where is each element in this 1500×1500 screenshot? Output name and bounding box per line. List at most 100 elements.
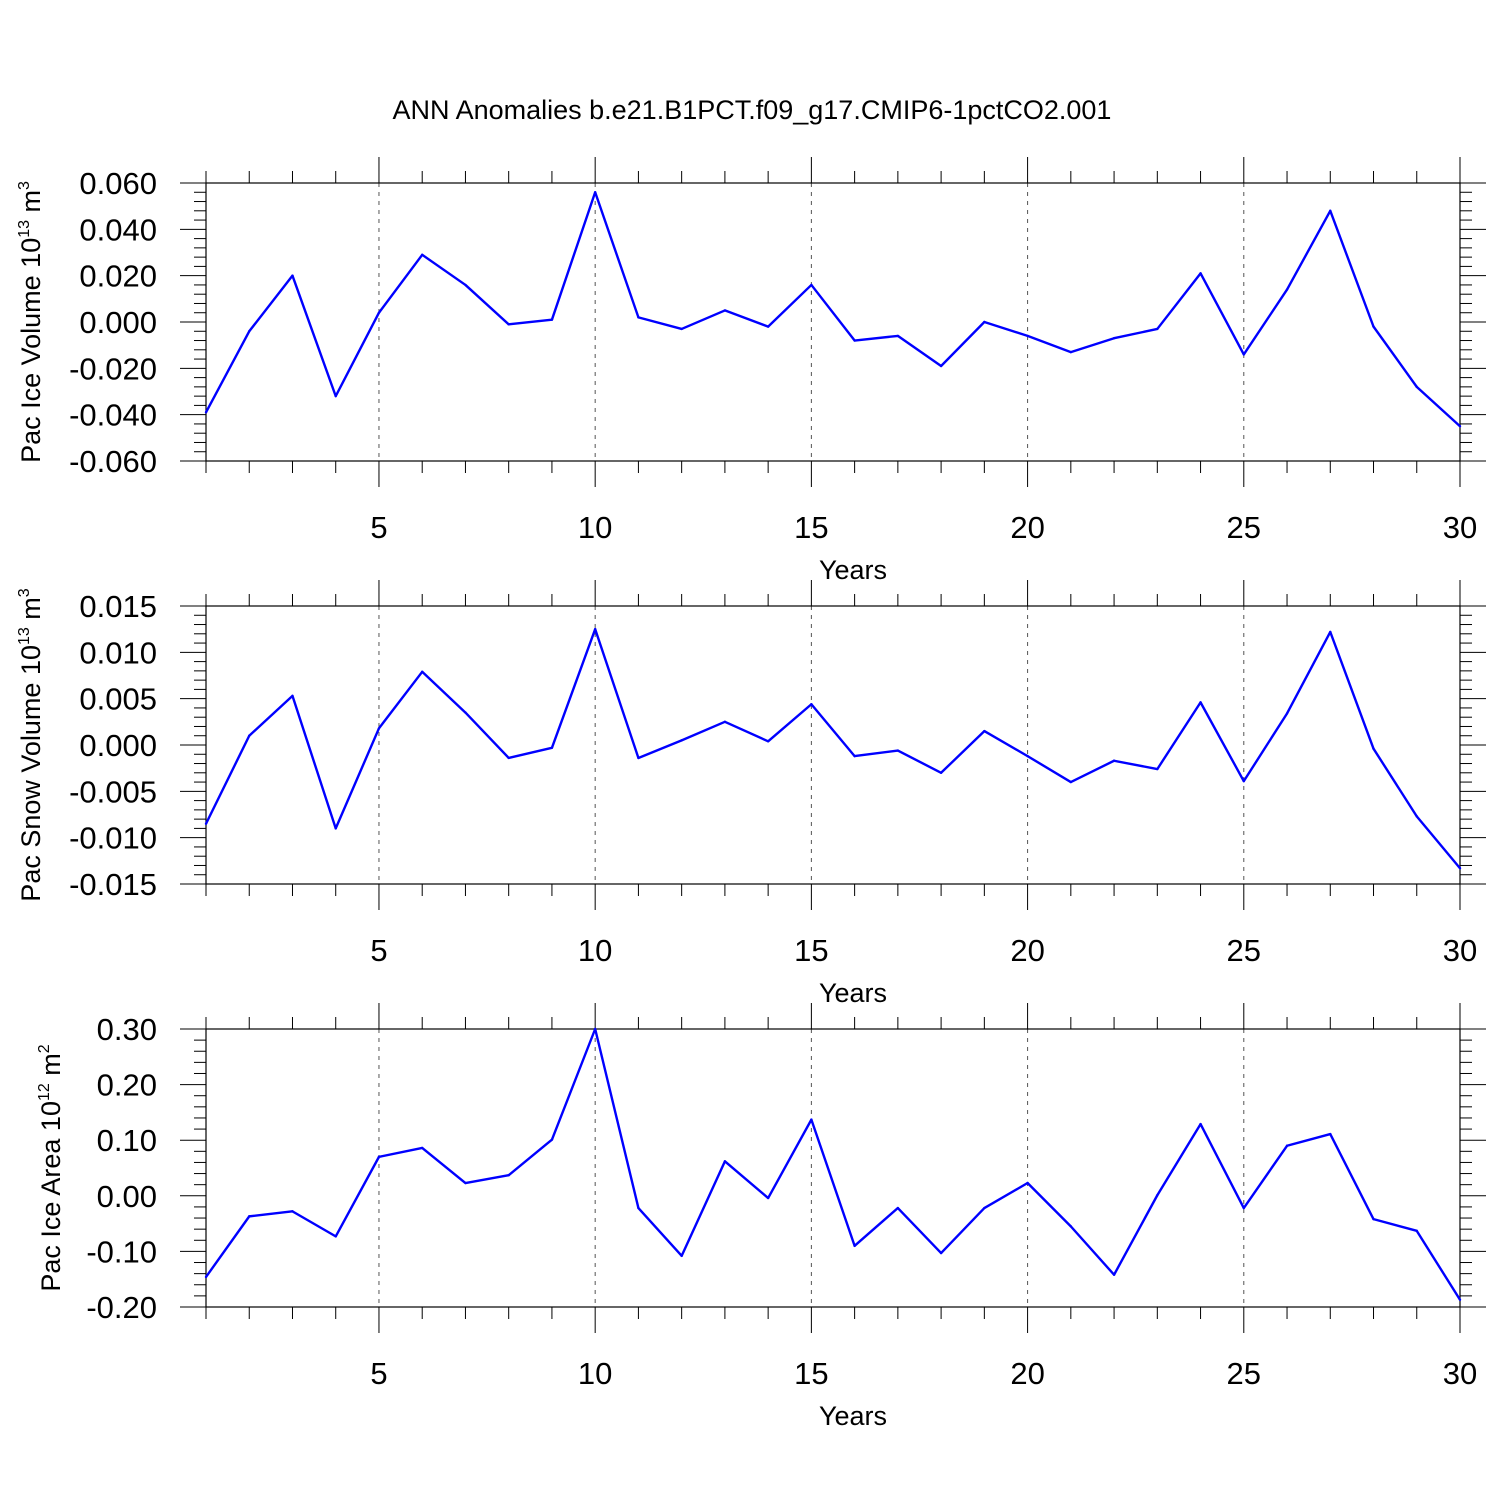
snow-volume-data-point [723,720,727,724]
ice-volume-x-tick-label: 20 [1010,510,1044,545]
ice-area-data-point [810,1118,813,1121]
ice-area-data-point [334,1235,337,1238]
ice-volume-x-axis-title: Years [819,555,887,585]
snow-volume-data-point [507,756,510,760]
snow-volume-x-tick-label: 25 [1227,933,1261,968]
ice-volume-data-point [1112,337,1116,340]
snow-volume-data-point [1458,867,1462,870]
snow-volume-x-tick-label: 20 [1010,933,1044,968]
ice-area-data-point [853,1244,856,1248]
ice-area-x-tick-label: 5 [370,1356,387,1391]
ice-area-data-point [1372,1217,1375,1221]
ice-area-y-tick-label: -0.20 [86,1290,157,1325]
ice-volume-x-tick-label: 30 [1443,510,1477,545]
ice-area-data-point [1242,1206,1245,1210]
ice-area-data-point [377,1155,381,1159]
snow-volume-data-point [1415,815,1418,818]
ice-area-data-point [593,1027,597,1031]
ice-area-data-point [291,1210,294,1213]
ice-area-data-point [680,1254,683,1258]
ice-volume-series-line [204,191,1461,428]
ice-volume-data-point [377,311,381,314]
ice-volume-y-tick-label: -0.040 [69,398,157,433]
snow-volume-data-point [1112,759,1116,762]
ice-volume-y-tick-label: 0.040 [79,212,157,247]
ice-area-x-tick-label: 25 [1227,1356,1261,1391]
ice-volume-x-tick-label: 15 [794,510,828,545]
ice-area-data-point [1199,1122,1202,1126]
ice-area-x-tick-label: 20 [1010,1356,1044,1391]
ice-volume-y-tick-label: 0.020 [79,259,157,294]
snow-volume-data-point [1372,747,1375,750]
ice-area-x-axis-title: Years [819,1401,887,1431]
ice-area-data-point [204,1275,208,1279]
ice-volume-data-point [983,320,986,324]
ice-volume-x-tick-label: 25 [1227,510,1261,545]
ice-volume-data-point [853,339,856,342]
ice-area-data-point [1156,1194,1159,1197]
ice-area-series-line [205,1027,1462,1301]
ice-volume-data-point [1285,288,1289,291]
ice-volume-data-point [939,364,943,368]
ice-area-y-tick-label: 0.10 [97,1123,157,1158]
ice-area-y-tick-label: 0.20 [97,1068,157,1103]
ice-area-data-point [637,1206,640,1210]
panel-snow-volume: 5 10 15 20 25 30 0.015 0.010 0.005 0.000 -0.005 -0.… [16,580,1486,1008]
ice-area-data-point [723,1160,727,1163]
ice-area-data-point [983,1206,986,1210]
snow-volume-y-tick-label: 0.000 [79,728,157,763]
snow-volume-data-point [853,754,856,758]
ice-volume-data-point [248,330,251,333]
ice-area-y-axis-title: Pac Ice Area 1012 m2 [36,1044,66,1291]
snow-volume-x-tick-label: 15 [794,933,828,968]
snow-volume-data-point [1285,712,1289,715]
snow-volume-x-tick-label: 10 [578,933,612,968]
ice-area-y-tick-label: -0.10 [86,1234,157,1269]
ice-volume-y-axis-title: Pac Ice Volume 1013 m3 [16,181,46,463]
ice-area-data-point [248,1215,251,1218]
ice-volume-plot-frame [205,182,1461,462]
snow-volume-series-line [204,627,1461,870]
ice-volume-data-point [291,274,294,277]
ice-area-x-tick-label: 30 [1443,1356,1477,1391]
ice-volume-x-tick-label: 5 [370,510,387,545]
snow-volume-data-point [983,729,986,733]
snow-volume-data-point [1069,780,1073,784]
snow-volume-data-point [1156,767,1159,771]
ice-area-plot-frame [205,1028,1461,1308]
ice-volume-y-tick-label: -0.060 [69,444,157,479]
snow-volume-y-tick-label: -0.015 [69,867,157,902]
snow-volume-data-point [593,627,597,631]
ice-volume-y-tick-label: 0.000 [79,305,157,340]
ice-area-x-tick-label: 15 [794,1356,828,1391]
ice-volume-data-point [1069,350,1073,354]
ice-area-data-point [1112,1273,1116,1276]
snow-volume-data-point [291,694,294,698]
ice-volume-data-point [464,283,467,287]
ice-area-data-point [1285,1144,1289,1147]
snow-volume-data-point [334,827,337,830]
ice-area-data-point [1026,1181,1029,1185]
ice-volume-x-tick-label: 10 [578,510,612,545]
ice-volume-data-point [204,411,208,414]
ice-volume-y-tick-label: 0.060 [79,166,157,201]
ice-area-y-tick-label: 0.30 [97,1012,157,1047]
snow-volume-data-point [939,771,943,774]
ice-volume-data-point [1156,327,1159,331]
ice-area-data-point [896,1206,900,1210]
snow-volume-data-point [464,711,467,714]
ice-area-data-point [421,1146,424,1150]
snow-volume-data-point [550,746,554,749]
ice-volume-data-point [1026,334,1029,338]
ice-area-data-point [1458,1298,1462,1301]
snow-volume-y-tick-label: 0.015 [79,589,157,624]
snow-volume-x-tick-label: 5 [370,933,387,968]
snow-volume-data-point [377,727,381,730]
snow-volume-data-point [204,822,208,825]
ice-volume-data-point [723,309,727,312]
ice-area-data-point [507,1174,510,1177]
ice-volume-data-point [1242,353,1245,356]
ice-area-x-tick-label: 10 [578,1356,612,1391]
ice-volume-data-point [334,394,337,398]
